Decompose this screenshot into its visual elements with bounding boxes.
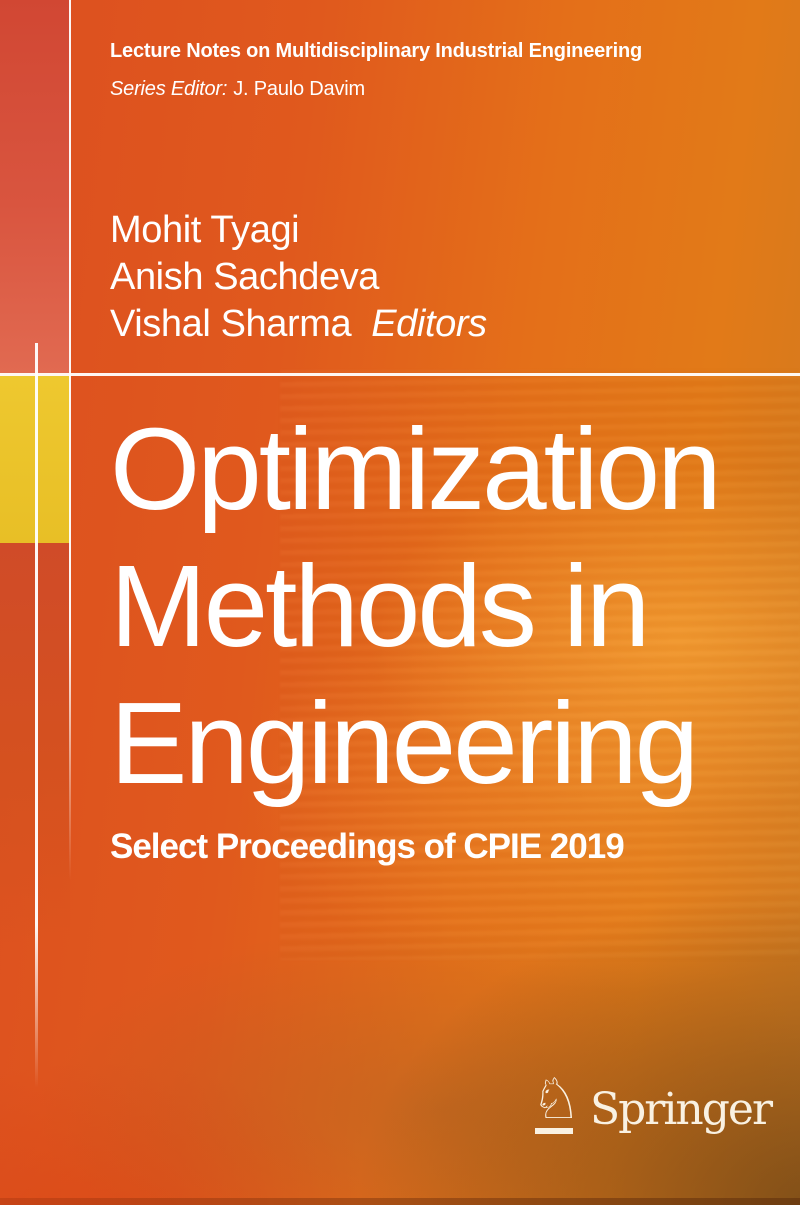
background-blur-streaks <box>280 370 800 960</box>
editor-name: Anish Sachdeva <box>110 256 380 298</box>
bottom-dark-edge <box>0 1198 800 1205</box>
springer-knight-icon: ♘ <box>531 1067 582 1132</box>
series-editor-line: Series Editor: J. Paulo Davim <box>110 70 760 108</box>
book-title-line: Optimization <box>110 404 722 534</box>
springer-knight-mark: ♘ <box>531 1067 582 1134</box>
springer-knight-baseline <box>535 1128 573 1134</box>
editor-name: Vishal Sharma <box>110 303 352 345</box>
book-title-line: Methods in <box>110 541 650 671</box>
horizontal-rule <box>0 373 800 376</box>
series-editor-name: J. Paulo Davim <box>233 78 365 100</box>
publisher-logo: ♘ Springer <box>531 1067 773 1135</box>
series-editor-label: Series Editor: <box>110 78 228 100</box>
publisher-name: Springer <box>590 1084 773 1135</box>
series-header: Lecture Notes on Multidisciplinary Indus… <box>110 32 760 108</box>
vertical-rule-inner <box>35 343 38 1088</box>
book-title: Optimization Methods in Engineering <box>110 401 722 812</box>
vertical-rule-outer <box>68 0 71 880</box>
editor-name-with-label: Vishal Sharma Editors <box>110 301 487 348</box>
book-subtitle: Select Proceedings of CPIE 2019 <box>110 827 625 866</box>
editors-label: Editors <box>371 303 487 345</box>
left-strip-top-red <box>0 0 70 373</box>
editor-name: Mohit Tyagi <box>110 209 300 251</box>
book-title-line: Engineering <box>110 678 699 808</box>
editors-block: Mohit Tyagi Anish Sachdeva Vishal Sharma… <box>110 207 487 348</box>
series-title: Lecture Notes on Multidisciplinary Indus… <box>110 40 643 62</box>
